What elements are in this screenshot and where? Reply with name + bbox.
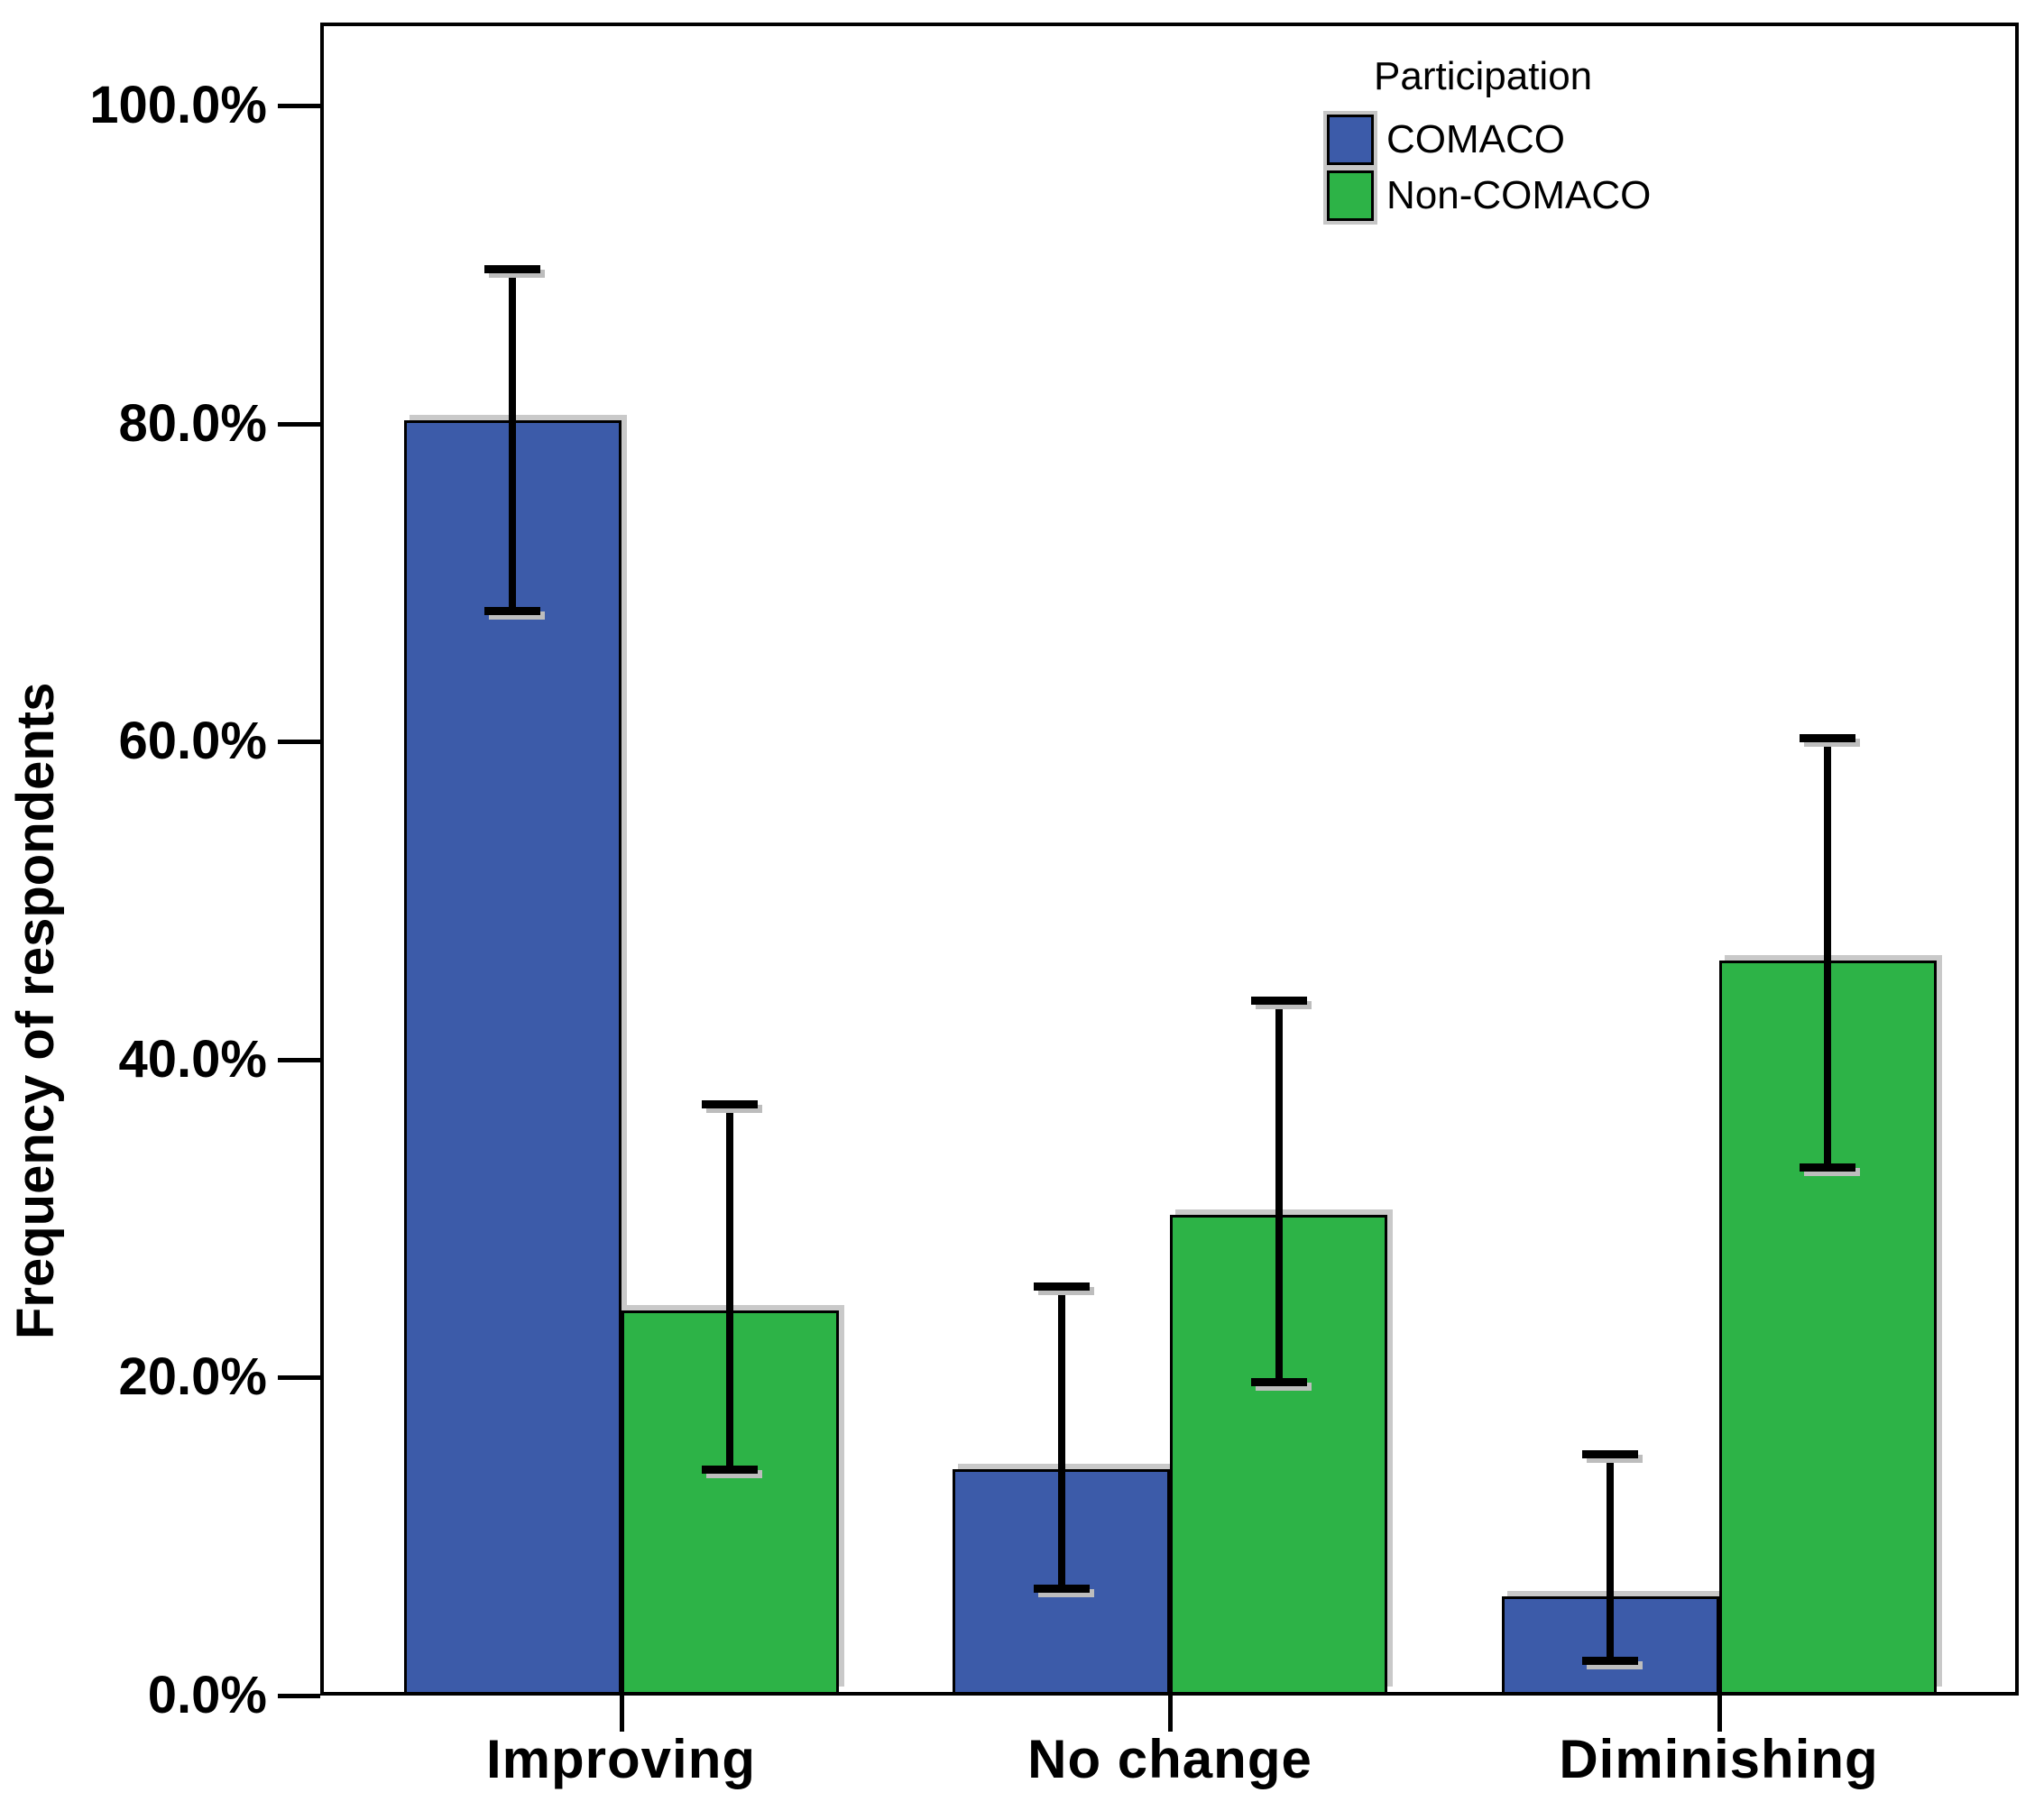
- category-label-improving: Improving: [485, 1729, 757, 1789]
- error-bar-stem: [1057, 1286, 1065, 1589]
- error-bar-stem: [509, 269, 516, 611]
- legend-item-comaco: COMACO: [1323, 111, 1651, 169]
- y-tick-mark: [278, 421, 320, 427]
- y-tick-label: 0.0%: [147, 1666, 267, 1724]
- category-label-diminishing: Diminishing: [1559, 1729, 1879, 1789]
- error-bar-cap-low: [484, 607, 540, 616]
- y-tick-label: 80.0%: [118, 393, 267, 453]
- legend-swatch-comaco: [1323, 111, 1377, 169]
- x-tick-mark: [1168, 1696, 1173, 1732]
- legend-item-non-comaco: Non-COMACO: [1323, 167, 1652, 225]
- y-axis-title: Frequency of respondents: [6, 682, 65, 1339]
- error-bar-cap-high: [1582, 1449, 1638, 1458]
- error-bar-cap-high: [702, 1099, 758, 1108]
- error-bar-stem: [1824, 738, 1831, 1168]
- y-tick-mark: [278, 1057, 320, 1062]
- error-bar-cap-high: [1033, 1282, 1090, 1292]
- legend-swatch-non-comaco: [1323, 167, 1377, 225]
- legend: Participation COMACO Non-COMACO: [1323, 53, 1652, 226]
- y-tick-mark: [278, 1694, 320, 1698]
- x-tick-mark: [1717, 1696, 1722, 1732]
- error-bar-cap-low: [702, 1466, 758, 1475]
- legend-title: Participation: [1374, 54, 1593, 98]
- error-bar-cap-high: [484, 265, 540, 274]
- error-bar-cap-high: [1800, 734, 1855, 743]
- legend-label-non-comaco: Non-COMACO: [1386, 173, 1652, 217]
- y-tick-label: 40.0%: [118, 1029, 267, 1089]
- error-bar-cap-low: [1582, 1656, 1638, 1665]
- error-bar-cap-low: [1800, 1163, 1855, 1172]
- error-bar-cap-low: [1250, 1378, 1307, 1387]
- legend-label-comaco: COMACO: [1386, 117, 1565, 161]
- error-bar-stem: [1275, 1000, 1283, 1383]
- y-tick-label: 20.0%: [118, 1347, 267, 1407]
- y-tick-label: 60.0%: [118, 712, 267, 771]
- error-bar-stem: [726, 1103, 733, 1470]
- category-label-no-change: No change: [1027, 1729, 1312, 1789]
- y-tick-mark: [278, 104, 320, 108]
- bar-comaco-improving: [403, 420, 621, 1692]
- y-tick-mark: [278, 1375, 320, 1381]
- error-bar-cap-high: [1250, 997, 1307, 1006]
- y-tick-label: 100.0%: [89, 76, 267, 134]
- x-tick-mark: [619, 1696, 624, 1732]
- y-tick-mark: [278, 740, 320, 745]
- error-bar-stem: [1607, 1453, 1614, 1660]
- plot-area: Participation COMACO Non-COMACO: [320, 23, 2019, 1696]
- error-bar-cap-low: [1033, 1585, 1090, 1594]
